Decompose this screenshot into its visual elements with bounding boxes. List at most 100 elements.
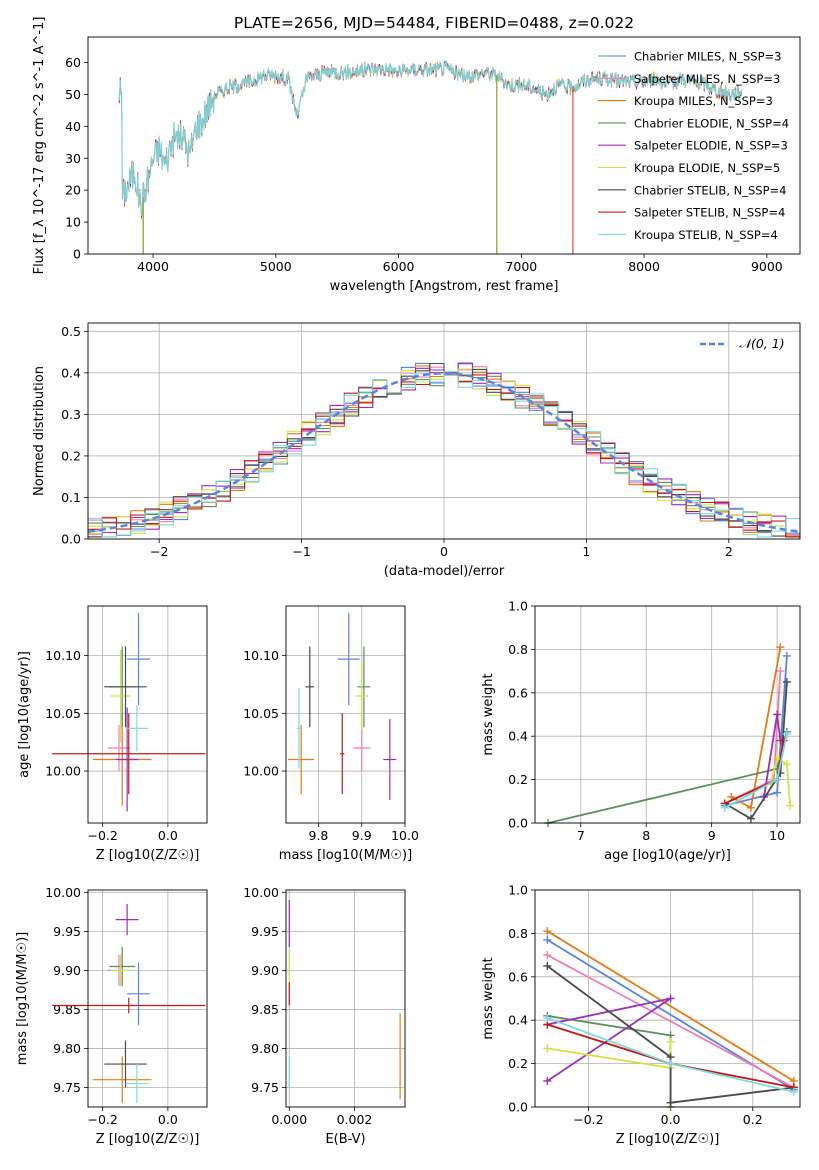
y-tick-label: 10 [65,215,81,230]
data-point [127,612,150,706]
x-tick-label: 0.2 [743,1112,763,1127]
data-point [110,954,131,987]
y-axis-label: mass weight [481,673,496,755]
data-point [127,962,150,1026]
y-tick-label: 10.00 [45,885,81,900]
y-tick-label: 9.85 [251,1002,279,1017]
x-axis-label: age [log10(age/yr)] [604,848,731,863]
data-point [357,646,371,728]
x-tick-label: 2 [725,544,733,559]
y-tick-label: 60 [65,55,81,70]
y-tick-label: 9.90 [53,963,81,978]
panel-mass-weight-vs-Z: −0.2 0.0 0.2 0.0 0.2 0.4 0.6 0.8 1.0 Z [log10(Z/Z… [481,883,801,1147]
y-tick-label: 9.75 [53,1080,81,1095]
series-line [546,965,794,1104]
panel-mass-weight-vs-age: 7 8 9 10 0.0 0.2 0.4 0.6 0.8 1.0 age [log10(age/yr… [481,599,801,863]
y-tick-label: 9.90 [251,963,279,978]
data-point [104,646,147,728]
spectrum-line [118,61,743,217]
normal-curve [87,372,801,533]
y-tick-label: 30 [65,151,81,166]
axes-frame [285,889,406,1108]
y-tick-label: 0.5 [61,324,81,339]
x-axis-label: mass [log10(M/M☉)] [279,848,412,863]
y-tick-label: 9.85 [53,1002,81,1017]
data-point [383,719,397,800]
series-line [546,930,795,1082]
panel-mass-vs-EBV: 0.000 0.002 9.75 9.80 9.85 9.90 9.95 10.00 E(B-V… [243,885,406,1147]
x-axis-label: E(B-V) [325,1132,365,1147]
y-axis-label: Flux [f_λ 10^-17 erg cm^-2 s^-1 A^-1] [32,17,47,275]
legend-label: Kroupa ELODIE, N_SSP=5 [634,161,780,175]
series-marker [773,753,782,762]
y-tick-label: 0.0 [508,816,528,831]
data-point [125,705,149,752]
panel-age-vs-mass: 9.8 9.9 10.0 10.00 10.05 10.10 mass [log10(M/M… [243,605,419,863]
x-tick-label: 9 [708,828,716,843]
legend-label: Chabrier ELODIE, N_SSP=4 [634,116,789,130]
data-point [288,724,315,795]
panel-residuals: −2 −1 0 1 2 0.0 0.1 0.2 0.3 0.4 0.5 (data-model)/er… [32,322,801,579]
y-tick-label: 0.1 [61,490,81,505]
data-point [115,904,139,936]
y-tick-label: 0.6 [508,969,528,984]
x-tick-label: 9.9 [352,828,372,843]
y-tick-label: 10.10 [243,648,279,663]
x-tick-label: 0.002 [337,1112,373,1127]
y-tick-label: 0.3 [61,407,81,422]
y-tick-label: 0.0 [508,1100,528,1115]
y-tick-label: 0.4 [508,1013,528,1028]
series-marker [782,760,791,769]
y-tick-label: 0 [73,247,81,262]
y-tick-label: 0.4 [508,729,528,744]
legend-label: Salpeter STELIB, N_SSP=4 [634,206,785,220]
x-tick-label: 0.0 [158,1112,178,1127]
series-marker [786,801,795,810]
x-tick-label: 9000 [751,259,783,274]
data-point [52,713,206,795]
series-marker [543,1014,552,1023]
x-tick-label: 6000 [383,259,415,274]
legend-label: Salpeter MILES, N_SSP=3 [634,72,780,86]
y-tick-label: 10.00 [45,764,81,779]
y-tick-label: 0.0 [61,532,81,547]
series-marker [776,643,785,652]
y-tick-label: 9.80 [53,1041,81,1056]
series-marker [666,1059,675,1068]
axes-frame [534,605,801,824]
x-axis-label: Z [log10(Z/Z☉)] [96,848,200,863]
x-tick-label: 1 [582,544,590,559]
y-tick-label: 0.6 [508,685,528,700]
legend-label: Chabrier STELIB, N_SSP=4 [634,183,786,197]
y-tick-label: 50 [65,87,81,102]
panel-spectrum: 4000 5000 6000 7000 8000 9000 0 10 20 30 40 50 60 PLA… [32,14,801,294]
series-marker [543,935,552,944]
y-tick-label: 1.0 [508,599,528,614]
data-point [296,687,302,769]
x-tick-label: −0.2 [87,1112,117,1127]
axes-frame [87,605,208,824]
x-tick-label: 0.0 [661,1112,681,1127]
series-marker [666,1037,675,1046]
series-marker [773,775,782,784]
legend-label: Salpeter ELODIE, N_SSP=3 [634,139,788,153]
series-marker [543,1044,552,1053]
data-point [125,1064,149,1104]
x-tick-label: 0.000 [271,1112,307,1127]
x-tick-label: 7000 [505,259,537,274]
series-marker [789,1087,798,1096]
chart-title: PLATE=2656, MJD=54484, FIBERID=0488, z=0… [234,14,634,32]
data-point [305,646,315,728]
y-axis-label: Normed distribution [32,366,47,496]
y-tick-label: 10.05 [243,706,279,721]
x-axis-label: Z [log10(Z/Z☉)] [616,1132,720,1147]
y-axis-label: age [log10(age/yr)] [17,651,32,778]
x-tick-label: −2 [150,544,168,559]
axes-frame [285,605,406,824]
legend-label: Kroupa STELIB, N_SSP=4 [634,228,778,242]
data-point [355,661,369,731]
series-marker [746,814,755,823]
legend-label: Kroupa MILES, N_SSP=3 [634,94,773,108]
y-tick-label: 10.10 [45,648,81,663]
